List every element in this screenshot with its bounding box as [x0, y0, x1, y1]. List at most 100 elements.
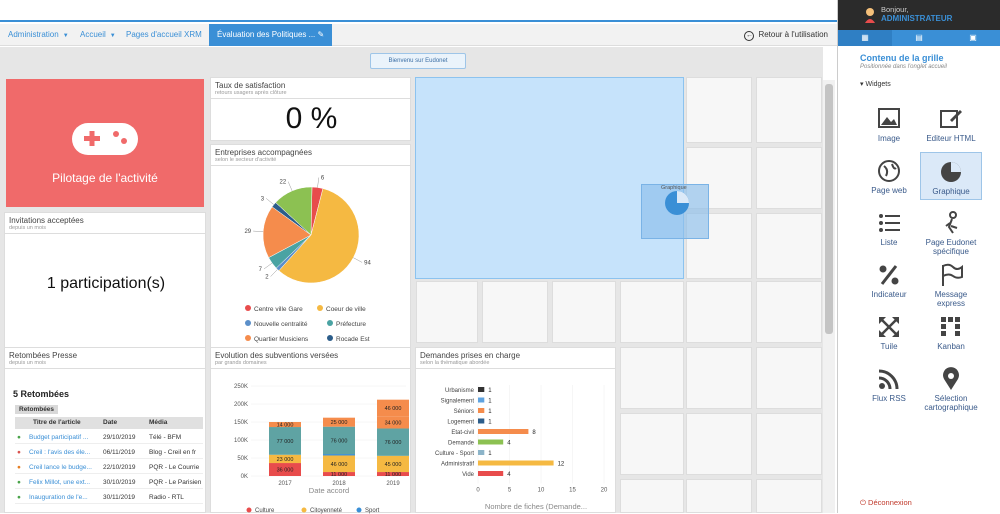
grid-canvas: Bienvenu sur Eudonet Graphique Pilot [0, 47, 823, 514]
article-title[interactable]: Creil lance le budge... [29, 464, 92, 471]
widget-tool-list[interactable]: Liste [858, 204, 920, 252]
presse-widget[interactable]: Retombées Presse depuis un mois 5 Retomb… [4, 347, 206, 513]
demandes-widget[interactable]: Demandes prises en charge selon la théma… [415, 347, 616, 513]
breadcrumb-pages-accueil[interactable]: Pages d'accueil XRM [126, 30, 202, 39]
stacked-bar-chart: 0K 50K 100K 150K 200K 250K 36 000 23 000 77 000 1… [234, 384, 409, 514]
satisfaction-value: 0 % [285, 102, 338, 135]
widget-tool-pie[interactable]: Graphique [920, 152, 982, 200]
breadcrumb-active-page[interactable]: Évaluation des Politiques ... ✎ [209, 24, 333, 46]
grid-cell[interactable] [686, 413, 752, 475]
grid-cell[interactable] [686, 347, 752, 409]
bar-segment [377, 472, 409, 476]
widget-tool-percent[interactable]: Indicateur [858, 256, 920, 304]
article-title[interactable]: Creil : l'avis des éle... [29, 449, 91, 456]
grid-cell[interactable] [756, 77, 822, 143]
user-name[interactable]: ADMINISTRATEUR [881, 14, 953, 23]
article-media: PQR - Le Courrie [149, 464, 200, 471]
tool-label: Message express [934, 290, 968, 308]
legend-dot [246, 507, 252, 513]
bar [478, 387, 485, 392]
widget-tool-edit[interactable]: Editeur HTML [920, 100, 982, 148]
grid-cell[interactable] [686, 77, 752, 143]
grid-cell[interactable] [416, 281, 478, 343]
tool-label: Page Eudonet spécifique [925, 238, 977, 256]
table-row[interactable]: ● Creil lance le budge... 22/10/2019 PQR - … [15, 461, 203, 474]
column-header: Titre de l'article [33, 419, 81, 426]
grid-cell[interactable] [620, 479, 684, 513]
edit-icon [940, 110, 962, 128]
subventions-widget[interactable]: Evolution des subventions versées par gr… [210, 347, 411, 514]
logout-button[interactable]: ⏻ Déconnexion [860, 498, 912, 508]
widgets-section[interactable]: ▾ Widgets [860, 80, 891, 88]
window-icon: ▣ [969, 33, 977, 42]
map-pin-icon [943, 367, 959, 390]
breadcrumb-accueil[interactable]: Accueil ▼ [80, 30, 116, 39]
thumb-icon: ● [17, 464, 21, 471]
grid-cell[interactable] [756, 213, 822, 279]
legend-dot [301, 507, 307, 513]
widget-tool-map-pin[interactable]: Sélection cartographique [920, 360, 982, 412]
widget-tool-image[interactable]: Image [858, 100, 920, 148]
widget-subtitle: par grands domaines [215, 360, 267, 366]
pilotage-tile[interactable]: Pilotage de l'activité [6, 79, 204, 207]
article-title[interactable]: Inauguration de l'e... [29, 494, 88, 501]
chevron-down-icon: ▼ [109, 33, 116, 39]
article-date: 29/10/2019 [103, 434, 136, 441]
widget-tool-globe[interactable]: Page web [858, 152, 920, 200]
table-row[interactable]: ● Felix Millot, une ext... 30/10/2019 PQR -… [15, 476, 203, 489]
tab-grid[interactable]: ▦ [838, 30, 892, 46]
grid-cell[interactable] [756, 347, 822, 409]
x-tick-label: 0 [476, 488, 480, 494]
y-category-label: Demande [448, 441, 475, 447]
panel-tabs: ▦ ▤ ▣ [838, 30, 1000, 46]
presse-count: 5 Retombées [13, 389, 70, 399]
article-media: Radio - RTL [149, 494, 184, 501]
grid-cell[interactable] [756, 413, 822, 475]
presse-tag[interactable]: Retombées [15, 405, 59, 414]
widget-tool-kanban[interactable]: Kanban [920, 308, 982, 356]
pie-data-label: 29 [244, 229, 251, 235]
y-category-label: Signalement [441, 399, 475, 405]
grid-cell[interactable] [756, 147, 822, 209]
grid-cell[interactable] [482, 281, 548, 343]
grid-cell[interactable] [620, 413, 684, 475]
scrollbar-thumb[interactable] [825, 84, 833, 334]
table-row[interactable]: ● Budget participatif ... 29/10/2019 Télé -… [15, 431, 203, 444]
dragged-widget[interactable]: Graphique [641, 184, 709, 239]
back-to-use-button[interactable]: ← Retour à l'utilisation [744, 30, 828, 41]
widget-tool-rss[interactable]: Flux RSS [858, 360, 920, 408]
tab-window[interactable]: ▣ [946, 30, 1000, 46]
table-row[interactable]: ● Creil : l'avis des éle... 06/11/2019 Blog… [15, 446, 203, 459]
bar-segment [323, 454, 355, 456]
tab-table[interactable]: ▤ [892, 30, 946, 46]
grid-cell[interactable] [620, 281, 684, 343]
article-title[interactable]: Felix Millot, une ext... [29, 479, 91, 486]
logout-label: Déconnexion [868, 498, 912, 507]
y-category-label: Etat-civil [451, 430, 474, 436]
breadcrumb-administration[interactable]: Administration ▼ [8, 30, 69, 39]
x-tick-label: 5 [508, 488, 512, 494]
drop-zone[interactable] [415, 77, 684, 279]
table-row[interactable]: ● Inauguration de l'e... 30/11/2019 Radio -… [15, 491, 203, 504]
article-title[interactable]: Budget participatif ... [29, 434, 89, 441]
tile-icon [879, 317, 899, 337]
bar-segment [323, 417, 355, 427]
grid-cell[interactable] [686, 281, 752, 343]
legend-dot [327, 335, 333, 341]
greeting: Bonjour, [881, 5, 909, 14]
article-media: Blog - Creil en fr [149, 449, 196, 456]
legend-dot [245, 335, 251, 341]
grid-cell[interactable] [620, 347, 684, 409]
widget-tool-tile[interactable]: Tuile [858, 308, 920, 356]
satisfaction-widget[interactable]: Taux de satisfaction retours usagers apr… [210, 77, 411, 141]
grid-cell[interactable] [756, 479, 822, 513]
widget-tool-flag[interactable]: Message express [920, 256, 982, 308]
x-axis-label: Date accord [309, 486, 349, 495]
section-label: Widgets [865, 81, 891, 88]
scrollbar[interactable] [823, 80, 835, 513]
pencil-icon[interactable]: ✎ [317, 30, 325, 39]
grid-cell[interactable] [686, 479, 752, 513]
grid-cell[interactable] [552, 281, 616, 343]
grid-cell[interactable] [756, 281, 822, 343]
widget-tool-figure[interactable]: Page Eudonet spécifique [920, 204, 982, 256]
